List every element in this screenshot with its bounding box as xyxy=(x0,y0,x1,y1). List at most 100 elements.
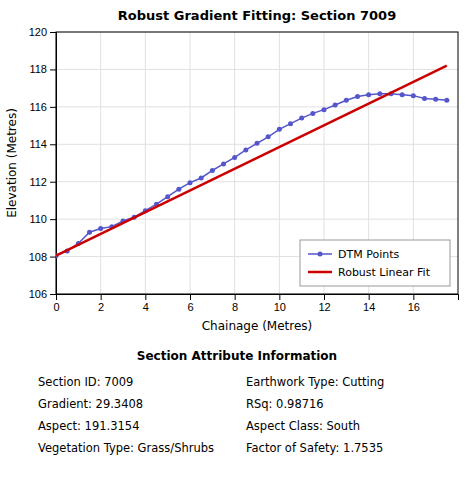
point-marker xyxy=(310,111,315,116)
point-marker xyxy=(422,96,427,101)
point-marker xyxy=(221,161,226,166)
point-marker xyxy=(333,102,338,107)
point-marker xyxy=(299,116,304,121)
x-tick-mark xyxy=(324,294,325,300)
point-marker xyxy=(400,92,405,97)
y-tick-label: 118 xyxy=(29,63,47,75)
marks xyxy=(56,66,449,258)
y-tick-mark xyxy=(50,69,56,70)
y-axis-title: Elevation (Metres) xyxy=(5,108,19,218)
y-tick-label: 114 xyxy=(29,138,47,150)
y-tick-label: 108 xyxy=(29,251,47,263)
x-tick-label: 2 xyxy=(98,301,104,313)
x-tick: 12 xyxy=(318,294,330,313)
legend-label: Robust Linear Fit xyxy=(338,266,431,279)
legend-item: Robust Linear Fit xyxy=(308,266,431,279)
y-tick-mark xyxy=(50,107,56,108)
plot: 0 2 4 6 8 10 12 14 16 106 108 110 112 114 116 118 120 DTM… xyxy=(29,26,459,313)
point-marker xyxy=(288,121,293,126)
point-marker xyxy=(255,141,260,146)
x-tick: 14 xyxy=(363,294,375,313)
x-tick-mark xyxy=(190,294,191,300)
legend-marker xyxy=(318,252,323,257)
x-tick: 8 xyxy=(232,294,238,313)
x-tick-mark xyxy=(413,294,414,300)
grid-line-y xyxy=(56,181,458,182)
y-tick: 110 xyxy=(29,213,56,225)
point-marker xyxy=(210,168,215,173)
legend-item: DTM Points xyxy=(308,248,399,261)
plot-frame xyxy=(56,32,458,294)
point-marker xyxy=(355,94,360,99)
point-marker xyxy=(232,155,237,160)
point-marker xyxy=(199,175,204,180)
x-tick-label: 8 xyxy=(232,301,238,313)
x-tick-mark xyxy=(145,294,146,300)
point-marker xyxy=(98,226,103,231)
info-text: Earthwork Type: Cutting xyxy=(246,375,384,389)
y-tick-mark xyxy=(50,219,56,220)
x-tick-mark xyxy=(235,294,236,300)
info-panel: Section Attribute Information Section ID:… xyxy=(38,349,384,455)
x-tick: 0 xyxy=(53,294,59,313)
info-text: Vegetation Type: Grass/Shrubs xyxy=(38,441,214,455)
y-tick: 106 xyxy=(29,288,56,300)
grid-line-x xyxy=(279,32,280,294)
point-marker xyxy=(433,97,438,102)
grid-line-x xyxy=(100,32,101,294)
x-axis-title: Chainage (Metres) xyxy=(202,319,313,333)
y-tick-label: 116 xyxy=(29,101,47,113)
series-line xyxy=(56,66,447,256)
x-tick-label: 10 xyxy=(274,301,286,313)
point-marker xyxy=(277,127,282,132)
y-tick-mark xyxy=(50,257,56,258)
info-text: Factor of Safety: 1.7535 xyxy=(246,441,383,455)
grid-line-x xyxy=(234,32,235,294)
grid xyxy=(56,32,458,294)
y-axis: 106 108 110 112 114 116 118 120 xyxy=(29,26,57,300)
info-text: RSq: 0.98716 xyxy=(246,397,324,411)
point-marker xyxy=(344,98,349,103)
grid-line-y xyxy=(56,69,458,70)
point-marker xyxy=(444,98,449,103)
x-tick-label: 4 xyxy=(143,301,149,313)
y-axis-line xyxy=(50,33,57,295)
point-marker xyxy=(243,147,248,152)
y-tick-mark xyxy=(50,294,56,295)
y-tick: 118 xyxy=(29,63,56,75)
info-text: Aspect Class: South xyxy=(246,419,360,433)
y-tick-mark xyxy=(50,182,56,183)
x-tick-label: 16 xyxy=(408,301,420,313)
point-marker xyxy=(411,93,416,98)
x-tick-label: 6 xyxy=(187,301,193,313)
x-tick: 2 xyxy=(98,294,104,313)
x-tick-mark xyxy=(369,294,370,300)
point-marker xyxy=(377,91,382,96)
y-tick-label: 106 xyxy=(29,288,47,300)
grid-line-y xyxy=(56,219,458,220)
y-tick: 120 xyxy=(29,26,56,38)
info-text: Section ID: 7009 xyxy=(38,375,133,389)
info-text: Aspect: 191.3154 xyxy=(38,419,139,433)
grid-line-y xyxy=(56,106,458,107)
y-tick-mark xyxy=(50,144,56,145)
x-tick-mark xyxy=(101,294,102,300)
point-marker xyxy=(322,107,327,112)
x-axis-line xyxy=(57,295,459,301)
y-tick: 112 xyxy=(29,176,56,188)
info-title: Section Attribute Information xyxy=(137,349,337,363)
x-tick-label: 0 xyxy=(53,301,59,313)
grid-line-x xyxy=(190,32,191,294)
point-marker xyxy=(165,194,170,199)
point-marker xyxy=(87,230,92,235)
x-tick-label: 14 xyxy=(363,301,375,313)
x-tick: 6 xyxy=(187,294,193,313)
legend-swatch xyxy=(308,271,332,274)
y-tick: 114 xyxy=(29,138,56,150)
point-marker xyxy=(176,187,181,192)
y-tick-label: 110 xyxy=(29,213,47,225)
point-marker xyxy=(266,134,271,139)
legend-box xyxy=(300,240,450,286)
info-text: Gradient: 29.3408 xyxy=(38,397,143,411)
x-tick: 4 xyxy=(143,294,149,313)
